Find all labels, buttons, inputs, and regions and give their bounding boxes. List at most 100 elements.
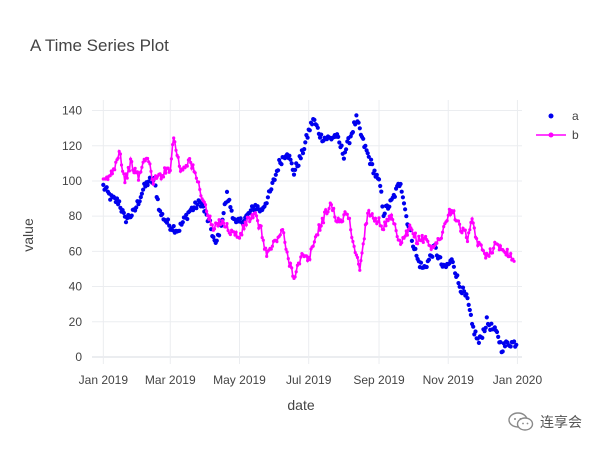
- series-a-point: [248, 208, 253, 213]
- series-b-point: [265, 254, 269, 258]
- series-b-point: [384, 224, 388, 228]
- series-b-point: [260, 236, 264, 240]
- series-b-point: [197, 180, 201, 184]
- series-b-point: [198, 187, 202, 192]
- series-b-point: [362, 237, 366, 241]
- y-tick-label: 40: [69, 280, 83, 294]
- series-b-point: [458, 222, 462, 226]
- series-b-point: [130, 160, 134, 164]
- series-a-point: [430, 254, 435, 259]
- series-b-point: [383, 220, 387, 224]
- series-b-point: [139, 170, 143, 174]
- legend-marker-a: [548, 113, 554, 119]
- series-b-point: [410, 228, 414, 232]
- x-tick-label: Nov 2019: [423, 373, 475, 387]
- series-b-point: [304, 254, 308, 258]
- series-a-point: [303, 140, 308, 145]
- series-a-point: [465, 296, 470, 301]
- series-a-point: [302, 147, 307, 152]
- legend-item-b[interactable]: b: [536, 128, 579, 142]
- series-a-point: [221, 211, 226, 216]
- plot-series: [101, 113, 519, 355]
- gridlines: [92, 100, 522, 364]
- series-b-point: [470, 217, 474, 221]
- series-b-point: [326, 210, 330, 214]
- series-b-point: [417, 234, 421, 238]
- series-a-point: [279, 162, 284, 167]
- series-a-point: [214, 238, 219, 243]
- series-b-point: [352, 244, 356, 248]
- series-b-point: [270, 244, 274, 248]
- series-b-point: [125, 176, 129, 180]
- series-b-point: [379, 224, 383, 228]
- series-b-point: [488, 247, 492, 251]
- series-a-point: [473, 329, 478, 334]
- series-b-point: [284, 247, 288, 251]
- series-b-point: [285, 250, 289, 254]
- series-a-point: [265, 195, 270, 200]
- series-b-point: [203, 203, 208, 207]
- series-a-point: [123, 220, 129, 225]
- series-a-point: [482, 329, 487, 334]
- series-b-point: [123, 181, 127, 185]
- series-b-point: [316, 233, 320, 237]
- series-a-point: [217, 233, 222, 238]
- series-a-point: [273, 172, 278, 177]
- series-b-point: [318, 228, 322, 232]
- series-b-point: [468, 228, 472, 232]
- series-a-point: [336, 134, 341, 139]
- series-b-point: [397, 238, 402, 242]
- series-b-point: [460, 231, 464, 235]
- legend-item-a[interactable]: a: [548, 109, 580, 123]
- series-b-point: [181, 168, 185, 172]
- y-tick-label: 20: [69, 315, 83, 329]
- series-b-point: [290, 266, 294, 270]
- series-a-point: [264, 201, 269, 206]
- series-b-point: [249, 217, 253, 221]
- series-a-point: [305, 135, 310, 140]
- series-a-point: [424, 264, 429, 270]
- series-b-point: [448, 212, 453, 217]
- series-a-point: [141, 187, 146, 192]
- series-a-point: [121, 210, 126, 215]
- series-b-point: [282, 231, 286, 235]
- series-b-point: [512, 259, 516, 263]
- series-b-point: [503, 250, 507, 255]
- y-tick-label: 140: [62, 104, 82, 118]
- series-b-point: [121, 169, 125, 173]
- series-b-point: [148, 162, 152, 166]
- series-a-point: [312, 117, 317, 122]
- series-a-point: [450, 259, 455, 265]
- series-b-point: [153, 174, 158, 178]
- series-b-point: [233, 233, 237, 237]
- series-b-point: [319, 224, 323, 228]
- series-a-point: [270, 180, 275, 185]
- series-a-point: [457, 284, 462, 289]
- series-a-point: [511, 339, 517, 344]
- series-a-point: [392, 194, 397, 199]
- series-a-point: [471, 324, 476, 329]
- legend-marker-b: [548, 132, 554, 138]
- series-b-point: [370, 212, 374, 216]
- series-a-point: [117, 199, 122, 204]
- series-a-point: [365, 151, 370, 156]
- series-a-point: [296, 163, 301, 168]
- x-tick-label: Sep 2019: [353, 373, 405, 387]
- series-b-point: [391, 218, 395, 222]
- series-b-point: [464, 235, 468, 240]
- series-b-point: [442, 225, 446, 229]
- series-b-point: [194, 176, 198, 180]
- series-a-point: [160, 211, 165, 217]
- series-b-point: [413, 231, 417, 235]
- series-b-point: [299, 255, 303, 259]
- series-b-point: [188, 157, 192, 161]
- series-b-point: [281, 228, 285, 232]
- series-a-point: [374, 172, 379, 177]
- series-a-point: [310, 122, 315, 127]
- series-b-point: [129, 157, 133, 161]
- series-a-point: [138, 195, 143, 200]
- legend[interactable]: ab: [536, 109, 579, 142]
- series-b-point: [146, 156, 150, 161]
- series-b-point: [347, 216, 352, 220]
- series-b-point: [507, 254, 512, 259]
